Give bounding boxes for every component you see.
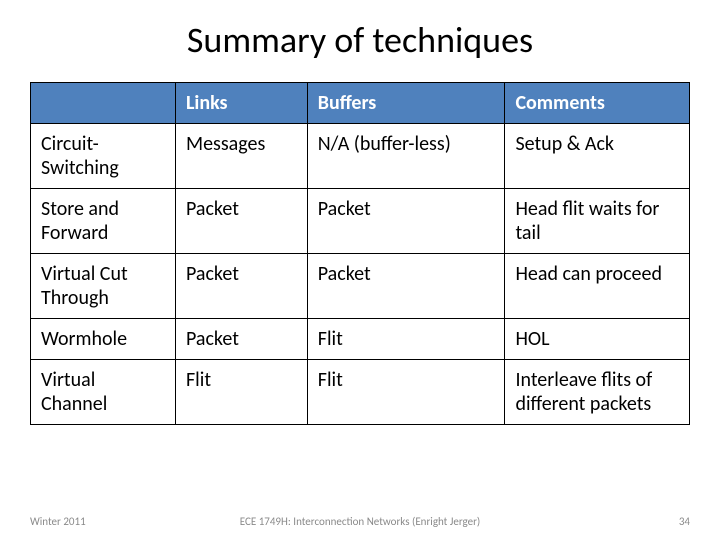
footer-left: Winter 2011 bbox=[30, 515, 86, 528]
cell: Packet bbox=[175, 189, 307, 254]
techniques-table: Links Buffers Comments Circuit-Switching… bbox=[30, 82, 690, 425]
col-header-comments: Comments bbox=[505, 83, 690, 124]
table-header-row: Links Buffers Comments bbox=[31, 83, 690, 124]
cell: HOL bbox=[505, 319, 690, 360]
row-label: Virtual Channel bbox=[31, 360, 176, 425]
slide-footer: Winter 2011 ECE 1749H: Interconnection N… bbox=[0, 515, 720, 528]
col-header-empty bbox=[31, 83, 176, 124]
row-label: Wormhole bbox=[31, 319, 176, 360]
cell: Head can proceed bbox=[505, 254, 690, 319]
col-header-links: Links bbox=[175, 83, 307, 124]
row-label: Virtual Cut Through bbox=[31, 254, 176, 319]
row-label: Store and Forward bbox=[31, 189, 176, 254]
row-label: Circuit-Switching bbox=[31, 124, 176, 189]
col-header-buffers: Buffers bbox=[307, 83, 505, 124]
cell: Flit bbox=[307, 360, 505, 425]
table-row: Circuit-Switching Messages N/A (buffer-l… bbox=[31, 124, 690, 189]
cell: Setup & Ack bbox=[505, 124, 690, 189]
page-title: Summary of techniques bbox=[0, 0, 720, 82]
cell: Flit bbox=[307, 319, 505, 360]
cell: Messages bbox=[175, 124, 307, 189]
table-row: Wormhole Packet Flit HOL bbox=[31, 319, 690, 360]
cell: N/A (buffer-less) bbox=[307, 124, 505, 189]
cell: Flit bbox=[175, 360, 307, 425]
cell: Packet bbox=[175, 254, 307, 319]
cell: Packet bbox=[307, 189, 505, 254]
cell: Head flit waits for tail bbox=[505, 189, 690, 254]
cell: Packet bbox=[307, 254, 505, 319]
table-container: Links Buffers Comments Circuit-Switching… bbox=[0, 82, 720, 425]
table-row: Store and Forward Packet Packet Head fli… bbox=[31, 189, 690, 254]
footer-page-number: 34 bbox=[679, 515, 690, 528]
table-row: Virtual Cut Through Packet Packet Head c… bbox=[31, 254, 690, 319]
cell: Packet bbox=[175, 319, 307, 360]
table-row: Virtual Channel Flit Flit Interleave fli… bbox=[31, 360, 690, 425]
footer-center: ECE 1749H: Interconnection Networks (Enr… bbox=[240, 515, 481, 528]
cell: Interleave flits of different packets bbox=[505, 360, 690, 425]
